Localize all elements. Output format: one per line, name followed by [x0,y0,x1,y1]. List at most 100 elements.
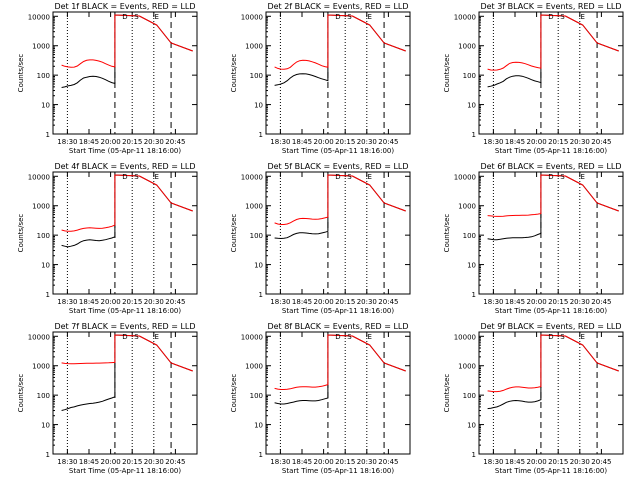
x-axis-label: Start Time (05-Apr-11 18:16:00) [282,147,394,155]
state-marker: S [134,13,139,21]
y-tick-label: 100 [250,72,263,80]
y-axis-label: Counts/sec [443,54,451,93]
panel-det-7: Det 7f BLACK = Events, RED = LLD 1 10 100 10… [17,322,197,475]
x-tick-label: 20:00 [314,458,334,466]
state-marker: E [367,333,371,341]
state-marker: D [548,173,553,181]
panel-title: Det 5f BLACK = Events, RED = LLD [267,162,408,171]
y-axis-label: Counts/sec [17,54,25,93]
panel-det-9: Det 9f BLACK = Events, RED = LLD 1 10 100 10… [443,322,623,475]
panel-title: Det 6f BLACK = Events, RED = LLD [480,162,621,171]
x-tick-label: 18:30 [483,458,503,466]
y-tick-label: 1000 [32,43,50,51]
state-marker: S [134,173,139,181]
state-marker: S [347,333,352,341]
panel-det-5: Det 5f BLACK = Events, RED = LLD 1 10 100 10… [230,162,410,315]
x-tick-label: 18:45 [292,138,312,146]
x-tick-label: 18:30 [270,138,290,146]
x-tick-label: 20:15 [122,298,142,306]
x-tick-label: 18:45 [505,298,525,306]
x-tick-label: 20:00 [314,138,334,146]
y-tick-label: 100 [463,72,476,80]
series-line-events [275,175,406,239]
y-tick-label: 1000 [458,203,476,211]
plot-frame [53,332,197,454]
y-tick-label: 100 [250,392,263,400]
x-tick-label: 20:45 [591,458,611,466]
x-tick-label: 20:45 [378,458,398,466]
y-tick-label: 10000 [241,333,263,341]
x-tick-label: 20:30 [144,138,164,146]
y-tick-label: 10000 [454,333,476,341]
y-tick-label: 100 [463,392,476,400]
y-axis-label: Counts/sec [17,214,25,253]
x-tick-label: 20:15 [548,298,568,306]
plot-frame [266,172,410,294]
y-tick-label: 1 [46,451,50,459]
panel-det-3: Det 3f BLACK = Events, RED = LLD 1 10 100 10… [443,2,623,155]
y-tick-label: 10 [467,422,476,430]
state-marker: D [122,333,127,341]
x-tick-label: 20:30 [144,458,164,466]
series-line-lld [488,335,619,392]
state-marker: E [154,13,158,21]
state-marker: D [122,173,127,181]
x-tick-label: 20:15 [335,458,355,466]
x-tick-label: 18:45 [505,138,525,146]
state-marker: S [560,13,565,21]
y-tick-label: 1 [472,131,476,139]
x-tick-label: 20:00 [101,138,121,146]
y-tick-label: 10 [41,422,50,430]
panel-det-4: Det 4f BLACK = Events, RED = LLD 1 10 100 10… [17,162,197,315]
x-axis-label: Start Time (05-Apr-11 18:16:00) [282,467,394,475]
x-tick-label: 18:30 [57,138,77,146]
state-marker: S [560,333,565,341]
plot-frame [266,12,410,134]
x-tick-label: 20:15 [335,138,355,146]
y-tick-label: 100 [250,232,263,240]
y-tick-label: 1000 [32,203,50,211]
y-tick-label: 10 [41,262,50,270]
y-tick-label: 10 [467,262,476,270]
series-line-events [62,15,193,88]
x-tick-label: 18:30 [57,458,77,466]
y-axis-label: Counts/sec [443,374,451,413]
panel-det-8: Det 8f BLACK = Events, RED = LLD11010010… [230,322,410,475]
state-marker: S [134,333,139,341]
plot-frame [266,332,410,454]
x-tick-label: 20:00 [527,138,547,146]
x-tick-label: 20:15 [548,458,568,466]
state-marker: D [335,173,340,181]
x-tick-label: 18:45 [79,458,99,466]
y-tick-label: 1 [46,291,50,299]
x-axis-label: Start Time (05-Apr-11 18:16:00) [69,467,181,475]
x-tick-label: 18:45 [292,458,312,466]
y-tick-label: 10000 [28,13,50,21]
x-tick-label: 20:30 [144,298,164,306]
x-tick-label: 18:45 [292,298,312,306]
x-axis-label: Start Time (05-Apr-11 18:16:00) [69,147,181,155]
y-tick-label: 1000 [32,363,50,371]
y-tick-label: 1000 [245,363,263,371]
y-tick-label: 1 [259,291,263,299]
state-marker: E [580,173,584,181]
series-line-lld [62,175,193,231]
y-tick-label: 10000 [454,13,476,21]
x-tick-label: 18:45 [505,458,525,466]
y-tick-label: 1 [472,451,476,459]
state-marker: D [548,333,553,341]
state-marker: E [154,333,158,341]
x-tick-label: 18:30 [270,298,290,306]
y-tick-label: 10 [467,102,476,110]
plot-frame [479,332,623,454]
x-axis-label: Start Time (05-Apr-11 18:16:00) [495,307,607,315]
y-tick-label: 100 [37,232,50,240]
y-tick-label: 1000 [458,363,476,371]
x-tick-label: 20:30 [570,298,590,306]
x-tick-label: 20:30 [357,458,377,466]
y-tick-label: 10 [41,102,50,110]
x-tick-label: 20:00 [527,298,547,306]
panel-title: Det 3f BLACK = Events, RED = LLD [480,2,621,11]
y-axis-label: Counts/sec [230,214,238,253]
